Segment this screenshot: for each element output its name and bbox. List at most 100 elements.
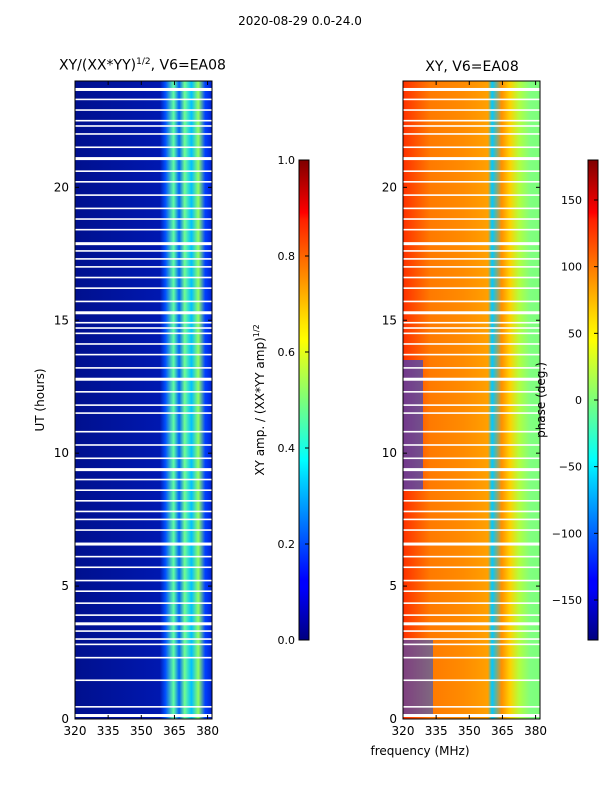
x-tick-label: 335	[425, 724, 448, 738]
colorbar-tick-label: 0	[575, 394, 582, 407]
flag-line	[403, 194, 540, 196]
flag-line	[403, 590, 540, 592]
flag-line	[403, 207, 540, 210]
flag-line	[403, 119, 540, 122]
flag-line	[75, 444, 212, 446]
x-tick-label: 380	[196, 724, 219, 738]
right-heatmap-panel: 320 335 350 365 380 0 5 10 15 20	[382, 80, 547, 738]
flag-line	[403, 706, 540, 708]
flag-line	[75, 614, 212, 616]
flag-line	[403, 679, 540, 682]
flag-line	[403, 367, 540, 369]
x-tick-label: 320	[392, 724, 415, 738]
flag-line	[403, 404, 540, 406]
right-colorbar-ticks: −150 −100 −50 0 50 100 150	[552, 194, 598, 607]
flag-line	[403, 579, 540, 582]
flag-line	[75, 656, 212, 659]
flag-line	[403, 287, 540, 289]
flag-line	[75, 194, 212, 196]
flag-line	[75, 489, 212, 491]
left-flag-lines	[75, 87, 212, 718]
left-colorbar-label-main: XY amp. / (XX*YY amp)	[253, 337, 267, 475]
colorbar-tick-label: 0.0	[278, 634, 296, 647]
left-heatmap-panel: 320 335 350 365 380 0 5 10 15 20	[54, 80, 219, 738]
flag-line	[75, 228, 212, 231]
flag-line	[75, 250, 212, 252]
left-title-tail: , V6=EA08	[150, 57, 226, 74]
flag-line	[403, 343, 540, 345]
flag-line	[403, 377, 540, 381]
x-tick-label: 350	[458, 724, 481, 738]
flag-line	[403, 391, 540, 393]
flag-line	[75, 643, 212, 646]
flag-line	[75, 602, 212, 604]
flag-line	[75, 207, 212, 210]
left-y-ticks: 0 5 10 15 20	[54, 180, 212, 726]
flag-line	[403, 656, 540, 659]
flag-line	[75, 590, 212, 592]
left-x-ticks: 320 335 350 365 380	[64, 81, 219, 738]
y-tick-label: 15	[54, 313, 69, 327]
flag-line	[403, 555, 540, 558]
flag-line	[75, 300, 212, 303]
flag-line	[403, 444, 540, 446]
flag-line	[403, 218, 540, 220]
flag-line	[75, 630, 212, 632]
x-tick-label: 320	[64, 724, 87, 738]
left-colorbar: 0.0 0.2 0.4 0.6 0.8 1.0	[278, 154, 310, 647]
x-axis-label: frequency (MHz)	[370, 744, 470, 758]
right-heatmap-image	[403, 81, 540, 719]
y-tick-label: 15	[382, 313, 397, 327]
flag-line	[403, 643, 540, 646]
y-tick-label: 20	[54, 180, 69, 194]
flag-line	[403, 510, 540, 513]
flag-line	[75, 170, 212, 172]
y-tick-label: 10	[382, 446, 397, 460]
colorbar-tick-label: 150	[561, 194, 582, 207]
flag-line	[75, 542, 212, 546]
flag-line	[403, 266, 540, 268]
flag-line	[75, 276, 212, 279]
y-tick-label: 5	[61, 579, 69, 593]
flag-line	[403, 622, 540, 626]
left-colorbar-gradient	[298, 159, 310, 641]
flag-line	[75, 579, 212, 582]
flag-line	[403, 518, 540, 521]
flag-line	[403, 98, 540, 101]
x-tick-label: 365	[491, 724, 514, 738]
flag-line	[75, 332, 212, 335]
flag-line	[75, 157, 212, 161]
flag-line	[403, 157, 540, 161]
left-heatmap-image	[75, 81, 212, 719]
colorbar-tick-label: −50	[559, 461, 582, 474]
colorbar-tick-label: 0.8	[278, 250, 296, 263]
flag-line	[403, 228, 540, 231]
left-title-main: XY/(XX*YY)	[59, 57, 137, 74]
flag-line	[403, 321, 540, 324]
colorbar-tick-label: 50	[568, 327, 582, 340]
flag-line	[403, 242, 540, 246]
flag-line	[403, 125, 540, 127]
flag-line	[403, 468, 540, 472]
flag-line	[75, 622, 212, 626]
flag-line	[75, 404, 212, 406]
flag-line	[403, 258, 540, 260]
y-tick-label: 5	[389, 579, 397, 593]
flag-line	[75, 146, 212, 149]
x-tick-label: 365	[163, 724, 186, 738]
flag-line	[403, 300, 540, 303]
right-panel-title: XY, V6=EA08	[425, 59, 519, 75]
flag-line	[403, 181, 540, 183]
flag-line	[75, 566, 212, 569]
flag-line	[75, 412, 212, 414]
left-axes-frame	[74, 80, 213, 720]
flag-line	[75, 377, 212, 381]
flag-line	[75, 638, 212, 640]
left-panel-title: XY/(XX*YY)1/2, V6=EA08	[35, 57, 250, 74]
flag-line	[75, 109, 212, 111]
left-ylabel: UT (hours)	[33, 368, 47, 431]
flag-line	[403, 500, 540, 502]
flag-line	[75, 510, 212, 513]
flag-line	[403, 638, 540, 640]
flag-line	[75, 327, 212, 329]
